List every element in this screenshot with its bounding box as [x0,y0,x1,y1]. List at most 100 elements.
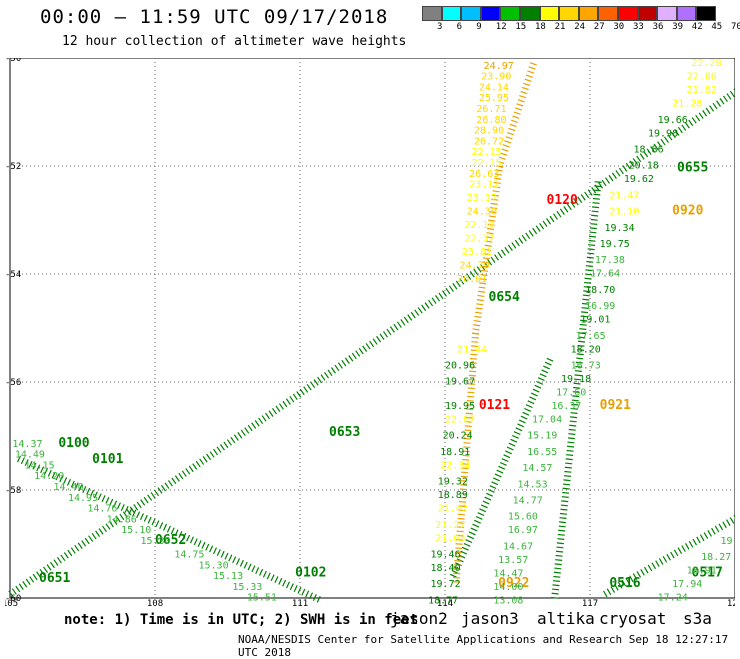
track-mark [568,434,575,435]
track-mark [476,304,483,305]
track-mark [26,579,30,585]
track-mark [730,517,734,523]
track-mark [98,494,101,500]
track-mark [457,531,464,532]
track-mark [473,524,479,527]
track-mark [697,537,701,543]
track-mark [699,113,703,119]
track-mark [467,396,474,397]
track-mark [471,528,477,531]
track-mark [165,483,169,489]
legend-swatch [481,6,501,21]
track-mark [117,503,120,509]
track-mark [570,421,577,422]
track-mark [200,459,204,465]
track-mark [507,133,514,135]
track-mark [276,406,280,412]
x-tick-label: 111 [292,599,308,608]
track-mark [527,71,534,73]
track-mark [517,424,523,427]
track-mark [562,497,569,498]
track-mark [523,83,530,85]
track-mark [542,370,548,373]
track-mark [526,233,530,239]
track-mark [570,417,577,418]
track-mark [245,428,249,434]
track-mark [248,564,251,570]
track-mark [547,219,551,225]
track-mark [129,508,132,514]
wave-height-value: 20.24 [443,431,473,442]
track-mark [390,327,394,333]
track-mark [466,540,472,543]
track-mark [298,587,301,593]
wave-height-value: 26.72 [474,136,504,147]
track-mark [186,468,190,474]
track-mark [64,553,68,559]
x-tick-label: 120 [727,599,735,608]
track-mark [474,316,481,317]
track-mark [294,585,297,591]
wave-height-value: 15.60 [508,512,538,523]
wave-height-value: 18.40 [431,563,461,574]
track-mark [462,547,468,550]
wave-height-value: 26.63 [469,169,499,180]
pass-time-label: 0101 [92,452,123,467]
track-mark [465,426,472,427]
wave-height-value: 14.77 [513,496,543,507]
track-mark [558,530,565,531]
track-mark [505,247,509,253]
pass-time-label: 0516 [609,576,640,591]
track-mark [397,322,401,328]
track-mark [121,504,124,510]
track-mark [54,560,58,566]
wave-height-value: 17.65 [576,331,606,342]
track-mark [692,118,696,124]
track-mark [584,282,591,283]
track-mark [512,243,516,249]
track-mark [533,389,539,392]
footer-note: note: 1) Time is in UTC; 2) SWH is in fe… [64,612,418,628]
pass-time-label: 0654 [489,290,520,305]
legend-tick-label: 21 [555,22,566,32]
track-mark [241,430,245,436]
track-mark [552,589,559,590]
legend-tick-label: 24 [574,22,585,32]
legend-swatch [657,6,677,21]
track-mark [306,591,309,597]
track-mark [415,310,419,316]
track-mark [401,319,405,325]
track-mark [590,224,597,225]
track-mark [510,124,517,126]
track-mark [349,355,353,361]
track-mark [286,582,289,588]
y-tick-label: -60 [5,594,21,604]
track-mark [560,509,567,510]
legend-tick-label: 30 [613,22,624,32]
pass-time-label: 0921 [600,398,631,413]
track-mark [560,518,567,519]
wave-height-value: 18.20 [571,344,601,355]
track-mark [727,94,731,100]
track-mark [468,388,475,389]
track-mark [467,392,474,393]
wave-height-value: 14.47 [493,568,523,579]
wave-height-value: 22.67 [445,415,475,426]
track-mark [556,555,563,556]
track-mark [511,439,517,442]
track-mark [723,522,727,528]
track-mark [302,589,305,595]
track-mark [560,209,564,215]
track-mark [547,358,553,361]
track-mark [530,63,537,65]
track-mark [137,512,140,518]
track-mark [262,416,266,422]
wave-height-value: 19.72 [431,579,461,590]
track-mark [502,149,509,151]
wave-height-value: 19.46 [431,550,461,561]
track-mark [602,180,606,186]
y-tick-label: -52 [5,162,21,172]
track-mark [508,245,512,251]
track-mark [476,517,482,520]
